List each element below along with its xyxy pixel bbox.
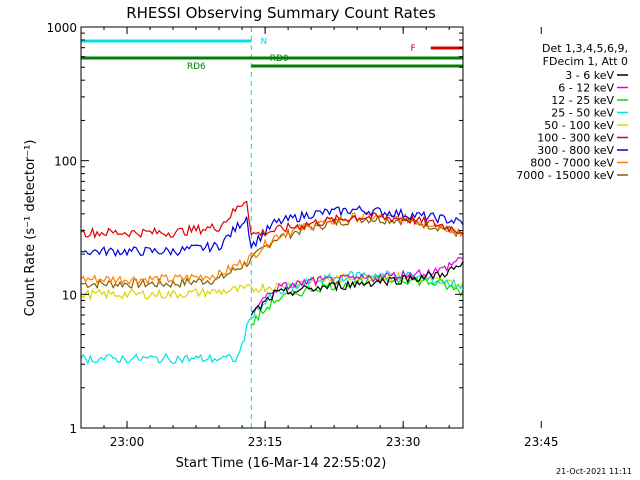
series-line-100to300keV — [81, 200, 463, 240]
legend-entry-label: 25 - 50 keV — [551, 107, 614, 120]
legend-entry-label: 6 - 12 keV — [558, 82, 614, 95]
series-line-25to50keV — [81, 269, 463, 365]
plot-area — [81, 27, 463, 428]
series-line-300to800keV — [81, 205, 463, 258]
legend-entry-label: 100 - 300 keV — [537, 132, 614, 145]
plot-frame — [80, 26, 464, 429]
legend-entry-label: 300 - 800 keV — [537, 144, 614, 157]
y-tick-label: 100 — [54, 155, 77, 169]
x-tick-label: 23:15 — [248, 435, 283, 449]
y-axis: 1 10 100 1000 — [46, 21, 463, 436]
x-tick-label: 23:45 — [524, 435, 559, 449]
x-tick-label: 23:30 — [386, 435, 421, 449]
flag-label-rd0: RD0 — [270, 54, 289, 64]
y-tick-label: 1000 — [46, 21, 77, 35]
x-tick-label: 23:00 — [110, 435, 145, 449]
y-tick-label: 10 — [62, 288, 77, 302]
flag-label-f: F — [411, 44, 416, 54]
legend-entry-label: 7000 - 15000 keV — [516, 169, 614, 182]
x-axis-label: Start Time (16-Mar-14 22:55:02) — [176, 456, 387, 471]
legend-entry-label: 12 - 25 keV — [551, 94, 614, 107]
y-tick-label: 1 — [69, 422, 77, 436]
legend-entry-label: 800 - 7000 keV — [530, 157, 614, 170]
series-line-3to6keV — [250, 260, 463, 316]
legend-entry-label: 3 - 6 keV — [565, 69, 614, 82]
series-line-50to100keV — [81, 271, 463, 302]
legend-entry-label: 50 - 100 keV — [544, 119, 614, 132]
series-line-800to7000keV — [81, 211, 463, 286]
series-line-6to12keV — [251, 256, 463, 313]
timestamp: 21-Oct-2021 11:11 — [556, 467, 632, 476]
legend: Det 1,3,4,5,6,9,FDecim 1, Att 03 - 6 keV… — [516, 42, 628, 182]
chart-title: RHESSI Observing Summary Count Rates — [126, 4, 436, 22]
flag-label-n: N — [260, 37, 267, 47]
series-line-7000to15000keV — [81, 214, 463, 290]
legend-header-line: Det 1,3,4,5,6,9, — [542, 42, 628, 55]
legend-header-line: FDecim 1, Att 0 — [543, 55, 628, 68]
y-axis-label: Count Rate (s⁻¹ detector⁻¹) — [23, 140, 38, 317]
flag-label-rd6: RD6 — [187, 62, 206, 72]
